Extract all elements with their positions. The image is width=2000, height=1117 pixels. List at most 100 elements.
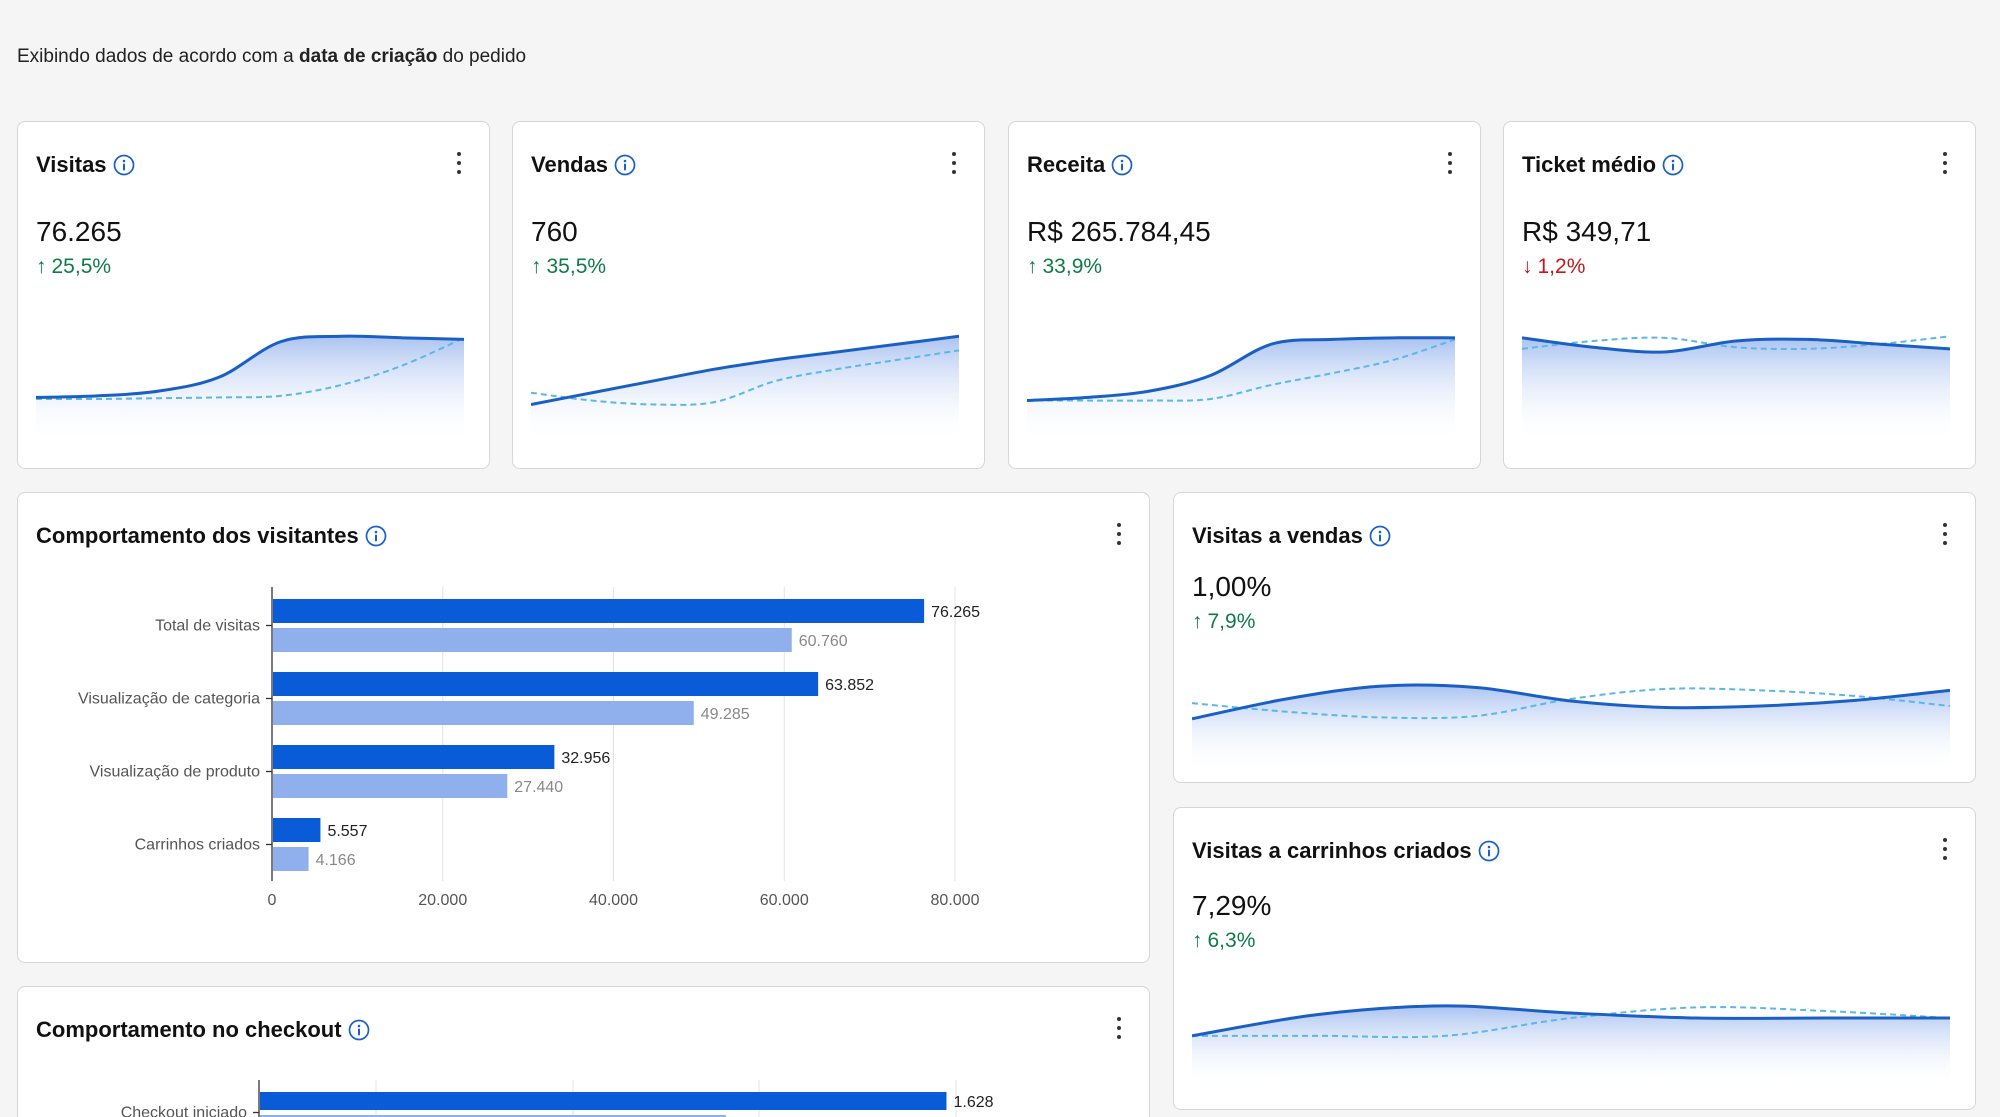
- info-icon[interactable]: [1662, 154, 1684, 176]
- kpi-card-title: Ticket médio: [1522, 152, 1684, 178]
- kpi-value: 760: [531, 216, 578, 247]
- bar-value-label: 63.852: [825, 677, 874, 694]
- card-title: Visitas a carrinhos criados: [1192, 838, 1500, 864]
- x-tick-label: 80.000: [931, 892, 980, 909]
- arrow-up-icon: ↑: [36, 255, 47, 278]
- bar-value-label: 76.265: [931, 604, 980, 621]
- bar-current: [273, 672, 819, 696]
- kpi-card-vendas: Vendas 760 ↑ 35,5%: [512, 121, 985, 469]
- kpi-delta: ↑ 6,3%: [1192, 929, 1255, 953]
- sparkline-current-line: [1192, 1004, 1950, 1038]
- sparkline-current-line: [1027, 336, 1455, 403]
- card-title-text: Comportamento dos visitantes: [36, 523, 359, 548]
- x-tick-label: 20.000: [418, 892, 467, 909]
- bar-current: [273, 599, 925, 623]
- more-options-icon[interactable]: [1937, 150, 1953, 176]
- subtitle-prefix: Exibindo dados de acordo com a: [17, 46, 294, 67]
- visits-to-carts-card: Visitas a carrinhos criados 7,29% ↑ 6,3%: [1173, 807, 1976, 1110]
- page-subtitle: Exibindo dados de acordo com a data de c…: [17, 46, 526, 68]
- bar-previous: [273, 628, 792, 652]
- x-tick-label: 0: [268, 892, 277, 909]
- kpi-value: R$ 349,71: [1522, 216, 1652, 247]
- kpi-title-text: Visitas: [36, 152, 107, 177]
- bar-value-label: 60.760: [799, 633, 848, 650]
- card-title-text: Comportamento no checkout: [36, 1017, 342, 1042]
- subtitle-bold: data de criação: [299, 46, 438, 67]
- sparkline-area: [1522, 337, 1950, 442]
- kpi-card-title: Vendas: [531, 152, 636, 178]
- more-options-icon[interactable]: [1937, 836, 1953, 862]
- bar-previous: [260, 1115, 726, 1117]
- kpi-value: 1,00%: [1192, 571, 1272, 602]
- category-label: Visualização de produto: [90, 764, 261, 781]
- kpi-delta: ↑ 35,5%: [531, 255, 606, 279]
- bar-value-label: 5.557: [327, 823, 367, 840]
- sparkline-current-line: [531, 334, 959, 406]
- kpi-card-ticket-medio: Ticket médio R$ 349,71 ↓ 1,2%: [1503, 121, 1976, 469]
- kpi-delta-text: 1,2%: [1537, 255, 1586, 278]
- kpi-sparkline: [531, 334, 959, 442]
- info-icon[interactable]: [365, 525, 387, 547]
- sparkline-current-line: [36, 334, 464, 399]
- kpi-delta: ↓ 1,2%: [1522, 255, 1585, 279]
- sparkline-previous-line: [1192, 1006, 1950, 1039]
- x-tick-label: 60.000: [760, 892, 809, 909]
- info-icon[interactable]: [1478, 840, 1500, 862]
- info-icon[interactable]: [1369, 525, 1391, 547]
- arrow-up-icon: ↑: [1192, 929, 1203, 952]
- kpi-title-text: Receita: [1027, 152, 1106, 177]
- arrow-up-icon: ↑: [1027, 255, 1038, 278]
- kpi-delta: ↑ 33,9%: [1027, 255, 1102, 279]
- kpi-title-text: Ticket médio: [1522, 152, 1657, 177]
- category-label: Checkout iniciado: [121, 1105, 247, 1117]
- sparkline-previous-line: [1522, 335, 1950, 351]
- sparkline-current-line: [1522, 336, 1950, 354]
- more-options-icon[interactable]: [1111, 1015, 1127, 1041]
- kpi-card-title: Visitas: [36, 152, 135, 178]
- info-icon[interactable]: [614, 154, 636, 176]
- subtitle-suffix: do pedido: [442, 46, 527, 67]
- category-label: Carrinhos criados: [135, 837, 260, 854]
- bar-current: [260, 1092, 947, 1110]
- info-icon[interactable]: [1111, 154, 1133, 176]
- sparkline-current-line: [1192, 683, 1950, 721]
- kpi-delta-text: 35,5%: [546, 255, 607, 278]
- kpi-delta-text: 25,5%: [51, 255, 112, 278]
- category-label: Total de visitas: [155, 618, 260, 635]
- bar-previous: [273, 701, 694, 725]
- category-label: Visualização de categoria: [78, 691, 260, 708]
- info-icon[interactable]: [348, 1019, 370, 1041]
- kpi-title-text: Vendas: [531, 152, 609, 177]
- kpi-value: R$ 265.784,45: [1027, 216, 1211, 247]
- more-options-icon[interactable]: [946, 150, 962, 176]
- kpi-sparkline: [1192, 683, 1950, 771]
- kpi-value: 76.265: [36, 216, 122, 247]
- sparkline-area: [36, 336, 464, 442]
- arrow-up-icon: ↑: [1192, 610, 1203, 633]
- bar-value-label: 1.628: [953, 1094, 993, 1111]
- kpi-sparkline: [36, 334, 464, 442]
- kpi-delta: ↑ 25,5%: [36, 255, 111, 279]
- more-options-icon[interactable]: [1937, 521, 1953, 547]
- kpi-delta-text: 7,9%: [1207, 610, 1256, 633]
- bar-value-label: 49.285: [701, 706, 750, 723]
- kpi-delta-text: 6,3%: [1207, 929, 1256, 952]
- kpi-delta-text: 33,9%: [1042, 255, 1103, 278]
- bar-previous: [273, 774, 508, 798]
- card-title-text: Visitas a vendas: [1192, 523, 1363, 548]
- bar-previous: [273, 847, 309, 871]
- sparkline-previous-line: [1027, 338, 1455, 402]
- kpi-card-receita: Receita R$ 265.784,45 ↑ 33,9%: [1008, 121, 1481, 469]
- card-title-text: Visitas a carrinhos criados: [1192, 838, 1472, 863]
- kpi-sparkline: [1192, 1004, 1950, 1088]
- visits-to-sales-card: Visitas a vendas 1,00% ↑ 7,9%: [1173, 492, 1976, 783]
- info-icon[interactable]: [113, 154, 135, 176]
- sparkline-area: [531, 336, 959, 442]
- more-options-icon[interactable]: [451, 150, 467, 176]
- sparkline-previous-line: [1192, 687, 1950, 720]
- visitors-behavior-card: Comportamento dos visitantes Total de vi…: [17, 492, 1150, 963]
- more-options-icon[interactable]: [1442, 150, 1458, 176]
- more-options-icon[interactable]: [1111, 521, 1127, 547]
- bar-value-label: 4.166: [316, 852, 356, 869]
